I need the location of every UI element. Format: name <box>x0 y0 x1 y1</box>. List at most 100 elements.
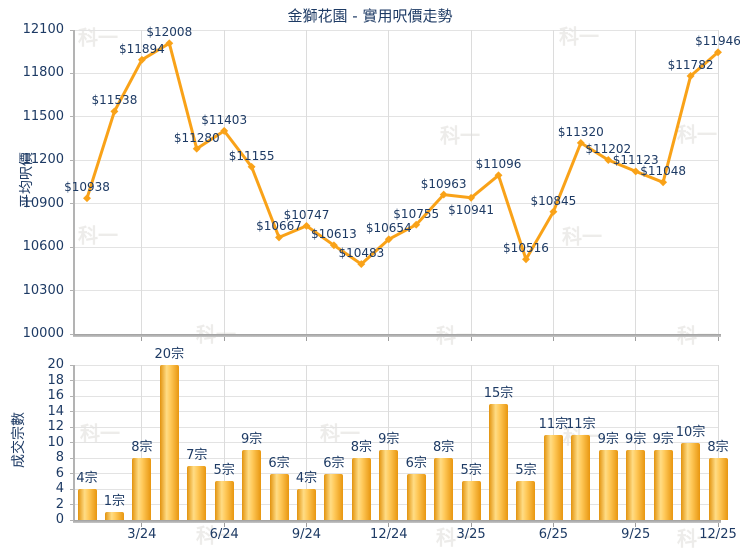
gridline-vertical <box>470 365 472 520</box>
data-point-label: $10845 <box>530 193 577 208</box>
gridline-horizontal <box>75 426 719 428</box>
bar-value-label: 11宗 <box>566 416 596 432</box>
x-tick-mark <box>305 337 307 341</box>
bar-value-label: 5宗 <box>515 463 537 479</box>
volume-bar <box>187 465 207 520</box>
bar-value-label: 5宗 <box>460 463 482 479</box>
volume-bar <box>626 450 646 520</box>
x-tick-label: 9/25 <box>621 527 651 542</box>
data-point-label: $11538 <box>91 93 138 108</box>
watermark-text: 科一 <box>677 526 717 550</box>
y-tick-mark <box>70 246 74 248</box>
y-tick-mark <box>70 159 74 161</box>
watermark-text: 科一 <box>562 224 602 249</box>
data-point-label: $11894 <box>118 41 165 56</box>
watermark-text: 科一 <box>80 421 120 446</box>
bar-value-label: 11宗 <box>538 416 569 432</box>
bar-value-label: 20宗 <box>154 347 185 362</box>
gridline-vertical <box>305 365 307 520</box>
x-tick-mark <box>470 523 472 527</box>
data-point-marker <box>412 220 421 229</box>
y-tick-label: 10300 <box>22 282 64 298</box>
y-tick-mark <box>70 426 74 428</box>
data-point-marker <box>220 126 229 135</box>
data-point-marker <box>604 156 613 164</box>
volume-bar <box>489 403 509 520</box>
gridline-vertical <box>635 30 637 334</box>
bar-value-label: 8宗 <box>707 440 729 455</box>
y-tick-label: 12100 <box>22 22 64 37</box>
y-axis-line <box>73 365 75 520</box>
x-tick-label: 12/25 <box>699 527 737 542</box>
data-point-label: $11280 <box>173 130 220 145</box>
data-point-marker <box>659 178 668 187</box>
volume-bar <box>351 458 371 520</box>
x-tick-mark <box>717 523 719 527</box>
volume-bar <box>708 458 728 520</box>
y-tick-mark <box>70 333 74 335</box>
bar-value-label: 9宗 <box>378 432 400 448</box>
data-point-marker <box>384 235 393 244</box>
volume-bar <box>77 489 97 520</box>
y-tick-label: 6 <box>55 465 64 481</box>
x-tick-mark <box>223 337 225 341</box>
gridline-horizontal <box>75 411 719 412</box>
x-tick-mark <box>305 523 307 527</box>
x-tick-label: 6/24 <box>209 527 239 542</box>
bar-value-label: 8宗 <box>350 440 372 455</box>
x-tick-mark <box>388 523 390 527</box>
volume-bar <box>571 434 591 520</box>
y-tick-mark <box>70 116 74 118</box>
watermark-text: 科一 <box>436 525 476 550</box>
gridline-vertical <box>717 365 719 520</box>
gridline-horizontal <box>75 29 719 31</box>
volume-bar <box>324 473 344 520</box>
data-point-label: $10516 <box>503 241 549 256</box>
gridline-vertical <box>388 30 390 334</box>
volume-bar <box>406 473 426 520</box>
y-axis-line <box>73 30 75 334</box>
y-tick-label: 10000 <box>22 326 64 341</box>
bar-value-label: 9宗 <box>652 432 674 448</box>
y-tick-label: 8 <box>55 450 64 465</box>
y-tick-mark <box>70 72 74 74</box>
data-point-label: $11946 <box>695 34 740 49</box>
y-tick-mark <box>70 504 74 505</box>
gridline-vertical <box>635 365 637 520</box>
x-tick-label: 6/25 <box>538 527 568 542</box>
x-tick-mark <box>552 523 554 527</box>
bar-value-label: 15宗 <box>483 385 514 401</box>
gridline-vertical <box>141 30 143 334</box>
x-tick-mark <box>552 337 554 341</box>
x-tick-mark <box>223 523 225 527</box>
x-tick-label: 3/25 <box>456 527 486 542</box>
data-point-label: $10938 <box>64 180 110 195</box>
data-point-marker <box>137 55 146 64</box>
data-point-marker <box>439 190 448 199</box>
y-tick-label: 10 <box>47 434 64 450</box>
gridline-horizontal <box>75 380 719 381</box>
y-tick-mark <box>70 488 74 490</box>
volume-bar <box>681 442 701 520</box>
y-tick-mark <box>70 442 74 443</box>
volume-bar <box>269 473 289 520</box>
data-point-label: $10963 <box>420 176 467 191</box>
bar-value-label: 9宗 <box>240 432 263 448</box>
y-tick-label: 11500 <box>22 108 64 124</box>
watermark-text: 科一 <box>196 523 236 548</box>
x-tick-mark <box>635 337 637 341</box>
gridline-horizontal <box>75 159 719 161</box>
y-tick-mark <box>70 364 74 366</box>
y-tick-label: 12 <box>47 419 64 434</box>
data-point-marker <box>494 171 503 180</box>
bar-value-label: 4宗 <box>295 471 318 486</box>
data-point-label: $11320 <box>557 124 604 139</box>
data-point-marker <box>192 144 201 153</box>
volume-bar <box>296 489 316 520</box>
bar-value-label: 9宗 <box>597 432 619 448</box>
gridline-horizontal <box>75 203 719 205</box>
volume-bar <box>598 450 618 520</box>
x-tick-mark <box>470 337 472 341</box>
